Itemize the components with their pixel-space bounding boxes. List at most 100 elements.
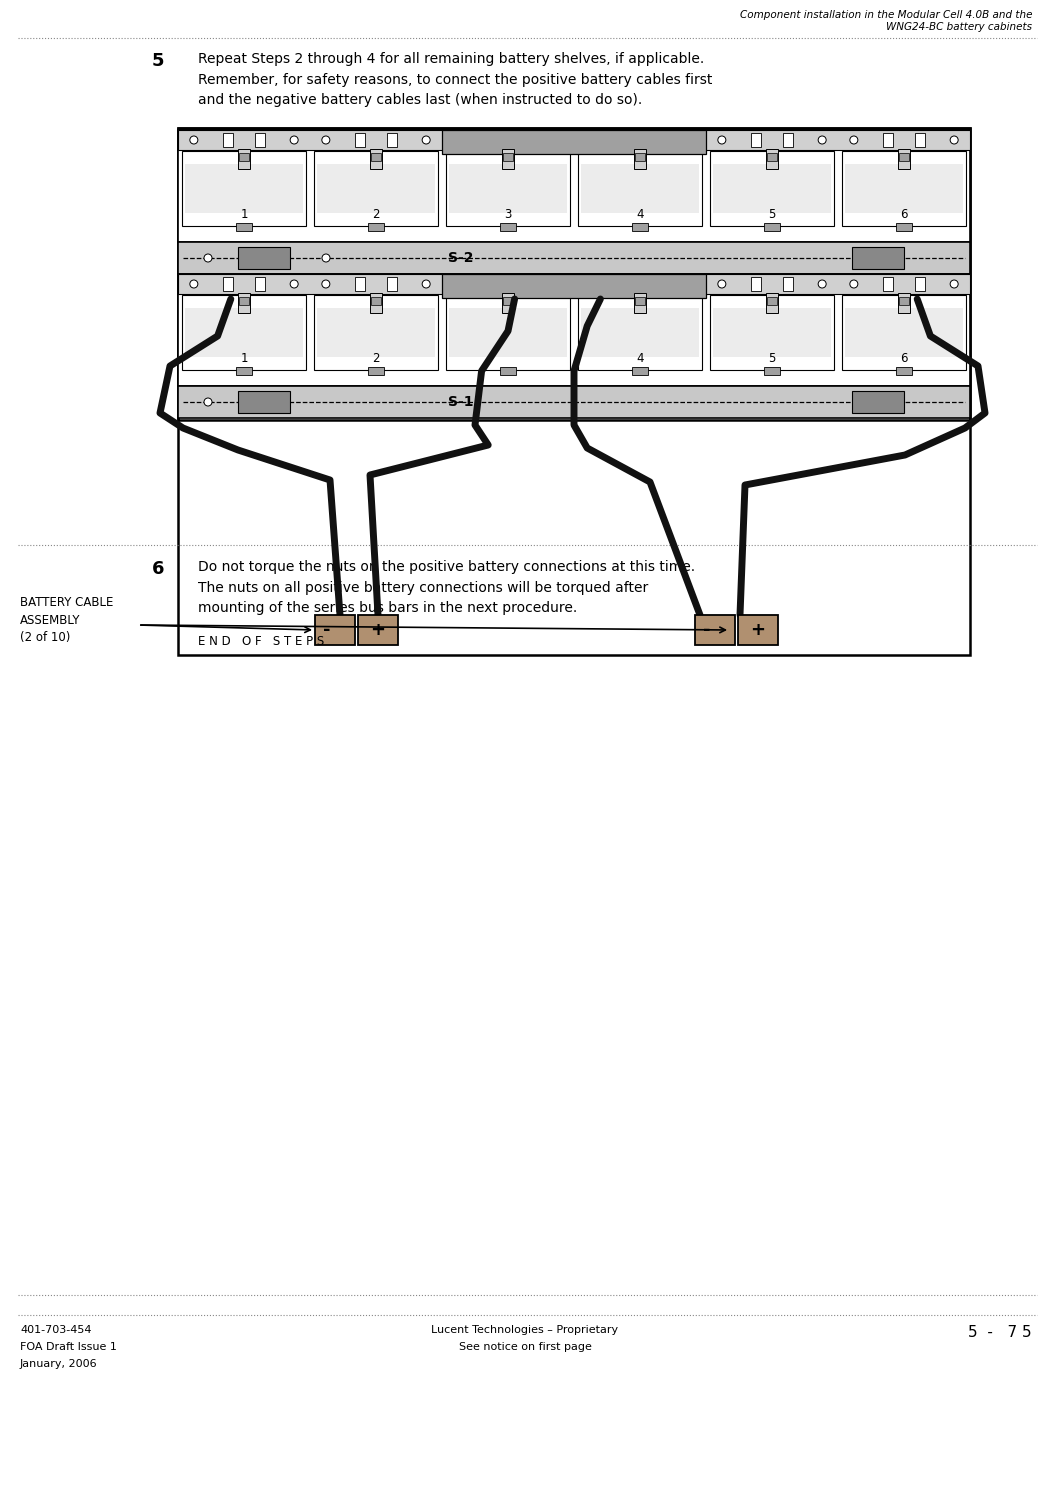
Bar xyxy=(317,164,435,213)
Bar xyxy=(634,148,646,170)
Circle shape xyxy=(849,280,858,288)
Bar xyxy=(239,297,249,304)
Circle shape xyxy=(422,280,430,288)
Circle shape xyxy=(950,280,959,288)
Text: S-2: S-2 xyxy=(448,251,474,266)
Bar xyxy=(710,152,834,226)
Bar xyxy=(487,134,497,147)
Text: -: - xyxy=(704,621,711,639)
Circle shape xyxy=(454,136,462,144)
Bar xyxy=(255,134,265,147)
Bar xyxy=(370,148,382,170)
Circle shape xyxy=(950,136,959,144)
Bar xyxy=(386,134,397,147)
Bar xyxy=(487,278,497,291)
Text: 5: 5 xyxy=(152,53,165,70)
Circle shape xyxy=(290,280,298,288)
Bar xyxy=(442,274,706,298)
Bar xyxy=(502,148,514,170)
Circle shape xyxy=(290,136,298,144)
Bar xyxy=(238,148,250,170)
Bar xyxy=(446,296,570,370)
Bar xyxy=(236,224,252,231)
Bar xyxy=(317,308,435,357)
Text: -: - xyxy=(323,621,331,639)
Bar xyxy=(178,130,970,150)
Bar xyxy=(713,164,831,213)
Circle shape xyxy=(718,280,726,288)
Bar xyxy=(581,164,699,213)
Bar xyxy=(766,148,778,170)
Bar xyxy=(899,153,909,160)
Text: 5: 5 xyxy=(769,209,776,220)
Bar xyxy=(898,148,910,170)
Bar xyxy=(783,278,793,291)
Circle shape xyxy=(718,136,726,144)
Bar xyxy=(766,297,777,304)
Bar xyxy=(766,292,778,314)
Bar xyxy=(178,128,970,656)
Text: 1: 1 xyxy=(240,352,248,364)
Bar xyxy=(255,278,265,291)
Circle shape xyxy=(554,136,562,144)
Text: +: + xyxy=(371,621,385,639)
Bar xyxy=(239,153,249,160)
Bar xyxy=(358,615,398,645)
Bar xyxy=(766,153,777,160)
Bar xyxy=(710,296,834,370)
Circle shape xyxy=(190,280,197,288)
Bar xyxy=(852,392,904,412)
Bar xyxy=(883,134,894,147)
Bar xyxy=(182,152,306,226)
Text: 3: 3 xyxy=(504,209,511,220)
Bar xyxy=(635,297,645,304)
Bar xyxy=(500,368,516,375)
Bar xyxy=(185,308,303,357)
Bar xyxy=(446,152,570,226)
Bar xyxy=(442,130,706,154)
Bar xyxy=(185,164,303,213)
Bar xyxy=(315,615,355,645)
Circle shape xyxy=(686,280,694,288)
Bar xyxy=(578,152,702,226)
Bar xyxy=(632,224,648,231)
Text: January, 2006: January, 2006 xyxy=(20,1359,98,1370)
Bar xyxy=(355,278,365,291)
Circle shape xyxy=(818,136,826,144)
Text: +: + xyxy=(751,621,765,639)
Bar xyxy=(370,292,382,314)
Bar xyxy=(386,278,397,291)
Bar xyxy=(503,297,513,304)
Text: 4: 4 xyxy=(636,352,644,364)
Bar xyxy=(449,164,567,213)
Bar xyxy=(896,368,912,375)
Bar xyxy=(182,296,306,370)
Bar xyxy=(314,296,438,370)
Bar xyxy=(503,153,513,160)
Bar xyxy=(519,134,529,147)
Bar xyxy=(695,615,735,645)
Bar xyxy=(738,615,778,645)
Bar xyxy=(852,248,904,268)
Bar xyxy=(581,308,699,357)
Bar xyxy=(178,128,970,420)
Text: 4: 4 xyxy=(636,209,644,220)
Bar xyxy=(178,274,970,386)
Bar xyxy=(915,278,925,291)
Bar xyxy=(896,224,912,231)
Bar xyxy=(651,134,660,147)
Bar xyxy=(578,296,702,370)
Bar xyxy=(178,130,970,242)
Bar xyxy=(238,292,250,314)
Circle shape xyxy=(322,254,330,262)
Circle shape xyxy=(586,136,594,144)
Text: 5: 5 xyxy=(769,352,776,364)
Text: 6: 6 xyxy=(900,352,908,364)
Bar xyxy=(899,297,909,304)
Text: S-1: S-1 xyxy=(448,394,474,410)
Bar xyxy=(751,278,761,291)
Text: WNG24-BC battery cabinets: WNG24-BC battery cabinets xyxy=(886,22,1032,32)
Text: Repeat Steps 2 through 4 for all remaining battery shelves, if applicable.
Remem: Repeat Steps 2 through 4 for all remaini… xyxy=(198,53,712,106)
Text: See notice on first page: See notice on first page xyxy=(459,1342,591,1352)
Bar xyxy=(502,292,514,314)
